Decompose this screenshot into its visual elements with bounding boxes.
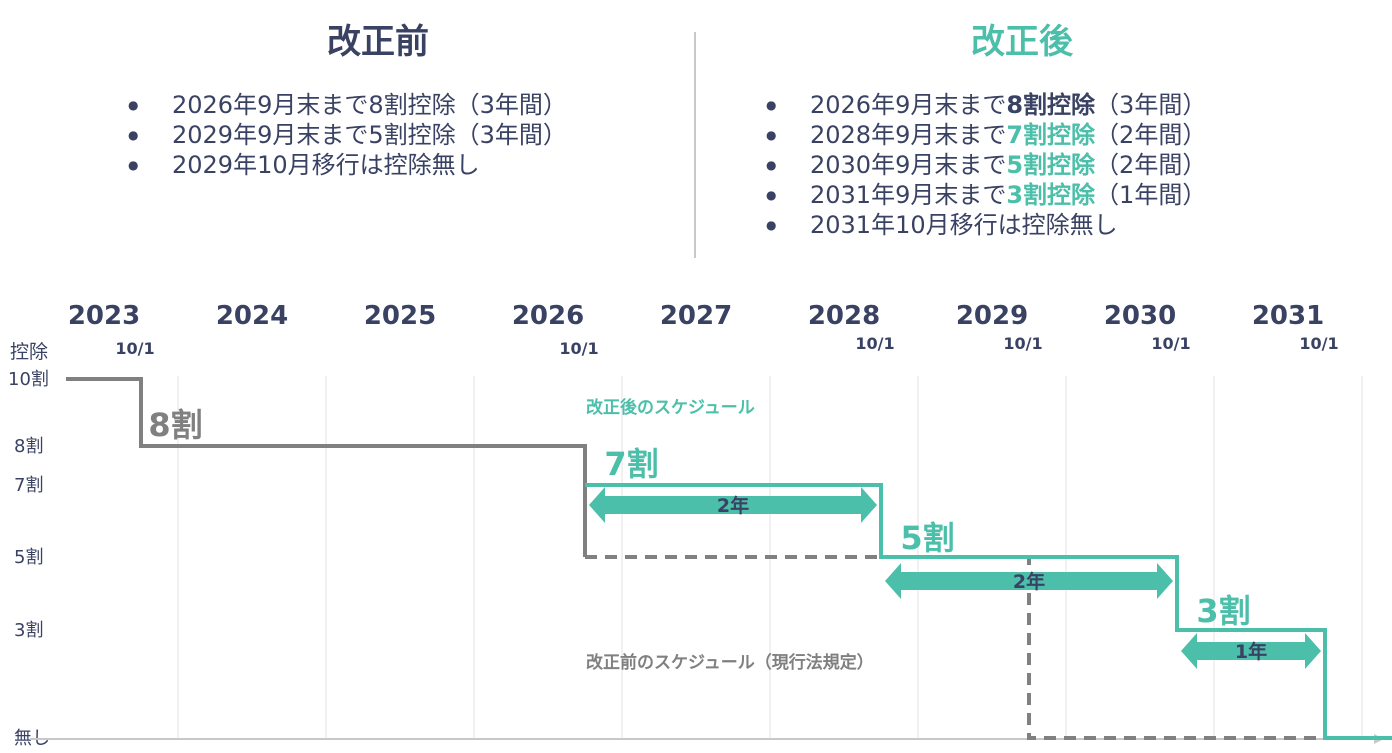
duration-arrow bbox=[589, 487, 877, 523]
after-item-duration: （1年間） bbox=[1095, 181, 1207, 209]
before-item: 2026年9月末まで8割控除（3年間） bbox=[128, 90, 567, 120]
after-item-period: 2028年9月末まで bbox=[810, 121, 1007, 149]
year-label: 2024 bbox=[216, 301, 288, 331]
duration-label: 2年 bbox=[1013, 570, 1045, 593]
series-before-dashed bbox=[585, 555, 1392, 740]
duration-arrow bbox=[885, 563, 1173, 599]
after-item-rate: 8割控除 bbox=[1006, 91, 1096, 119]
series-after bbox=[585, 483, 1392, 740]
year-label: 2031 bbox=[1252, 301, 1324, 331]
duration-arrow bbox=[1181, 633, 1321, 669]
duration-label: 1年 bbox=[1235, 640, 1267, 663]
year-label: 2023 bbox=[68, 301, 140, 331]
after-item: 2031年9月末まで3割控除（1年間） bbox=[766, 180, 1206, 210]
year-label: 2026 bbox=[512, 301, 584, 331]
after-item-duration: （2年間） bbox=[1095, 121, 1207, 149]
duration-label: 2年 bbox=[717, 494, 749, 517]
y-tick-label: 10割 bbox=[8, 369, 49, 390]
step-label: 5割 bbox=[900, 519, 954, 557]
after-item: 2031年10月移行は控除無し bbox=[766, 210, 1206, 240]
divider bbox=[694, 32, 696, 258]
after-title: 改正後 bbox=[971, 22, 1073, 62]
after-item-duration: （3年間） bbox=[1095, 91, 1207, 119]
y-tick-label: 3割 bbox=[14, 620, 43, 641]
after-item-rate: 7割控除 bbox=[1006, 121, 1096, 149]
date-marker: 10/1 bbox=[1003, 334, 1042, 353]
after-item-rate: 3割控除 bbox=[1006, 181, 1096, 209]
after-item-period: 2026年9月末まで bbox=[810, 91, 1007, 119]
step-label: 3割 bbox=[1196, 592, 1250, 630]
after-item-rate: 5割控除 bbox=[1006, 151, 1096, 179]
year-label: 2029 bbox=[956, 301, 1028, 331]
step-label: 8割 bbox=[148, 406, 202, 444]
y-tick-label: 8割 bbox=[14, 436, 43, 457]
date-marker: 10/1 bbox=[559, 339, 598, 358]
year-label: 2027 bbox=[660, 301, 732, 331]
year-label: 2028 bbox=[808, 301, 880, 331]
before-item: 2029年10月移行は控除無し bbox=[128, 150, 567, 180]
before-item: 2029年9月末まで5割控除（3年間） bbox=[128, 120, 567, 150]
y-tick-label: 7割 bbox=[14, 475, 43, 496]
before-list: 2026年9月末まで8割控除（3年間） 2029年9月末まで5割控除（3年間） … bbox=[128, 90, 567, 180]
date-marker: 10/1 bbox=[115, 339, 154, 358]
after-item-period: 2030年9月末まで bbox=[810, 151, 1007, 179]
y-tick-label: 5割 bbox=[14, 547, 43, 568]
date-marker: 10/1 bbox=[855, 334, 894, 353]
year-label: 2030 bbox=[1104, 301, 1176, 331]
after-item: 2026年9月末まで8割控除（3年間） bbox=[766, 90, 1206, 120]
after-item-duration: （2年間） bbox=[1095, 151, 1207, 179]
after-item: 2030年9月末まで5割控除（2年間） bbox=[766, 150, 1206, 180]
series-before-label: 改正前のスケジュール（現行法規定） bbox=[586, 652, 874, 673]
before-title: 改正前 bbox=[327, 22, 429, 62]
after-item-period: 2031年9月末まで bbox=[810, 181, 1007, 209]
after-list: 2026年9月末まで8割控除（3年間）2028年9月末まで7割控除（2年間）20… bbox=[766, 90, 1206, 240]
step-label: 7割 bbox=[604, 445, 658, 483]
date-marker: 10/1 bbox=[1299, 334, 1338, 353]
series-after-label: 改正後のスケジュール bbox=[586, 397, 755, 418]
date-marker: 10/1 bbox=[1151, 334, 1190, 353]
after-item: 2028年9月末まで7割控除（2年間） bbox=[766, 120, 1206, 150]
after-item-period: 2031年10月移行は控除無し bbox=[810, 211, 1118, 239]
y-axis-title: 控除 bbox=[10, 341, 48, 363]
year-label: 2025 bbox=[364, 301, 436, 331]
